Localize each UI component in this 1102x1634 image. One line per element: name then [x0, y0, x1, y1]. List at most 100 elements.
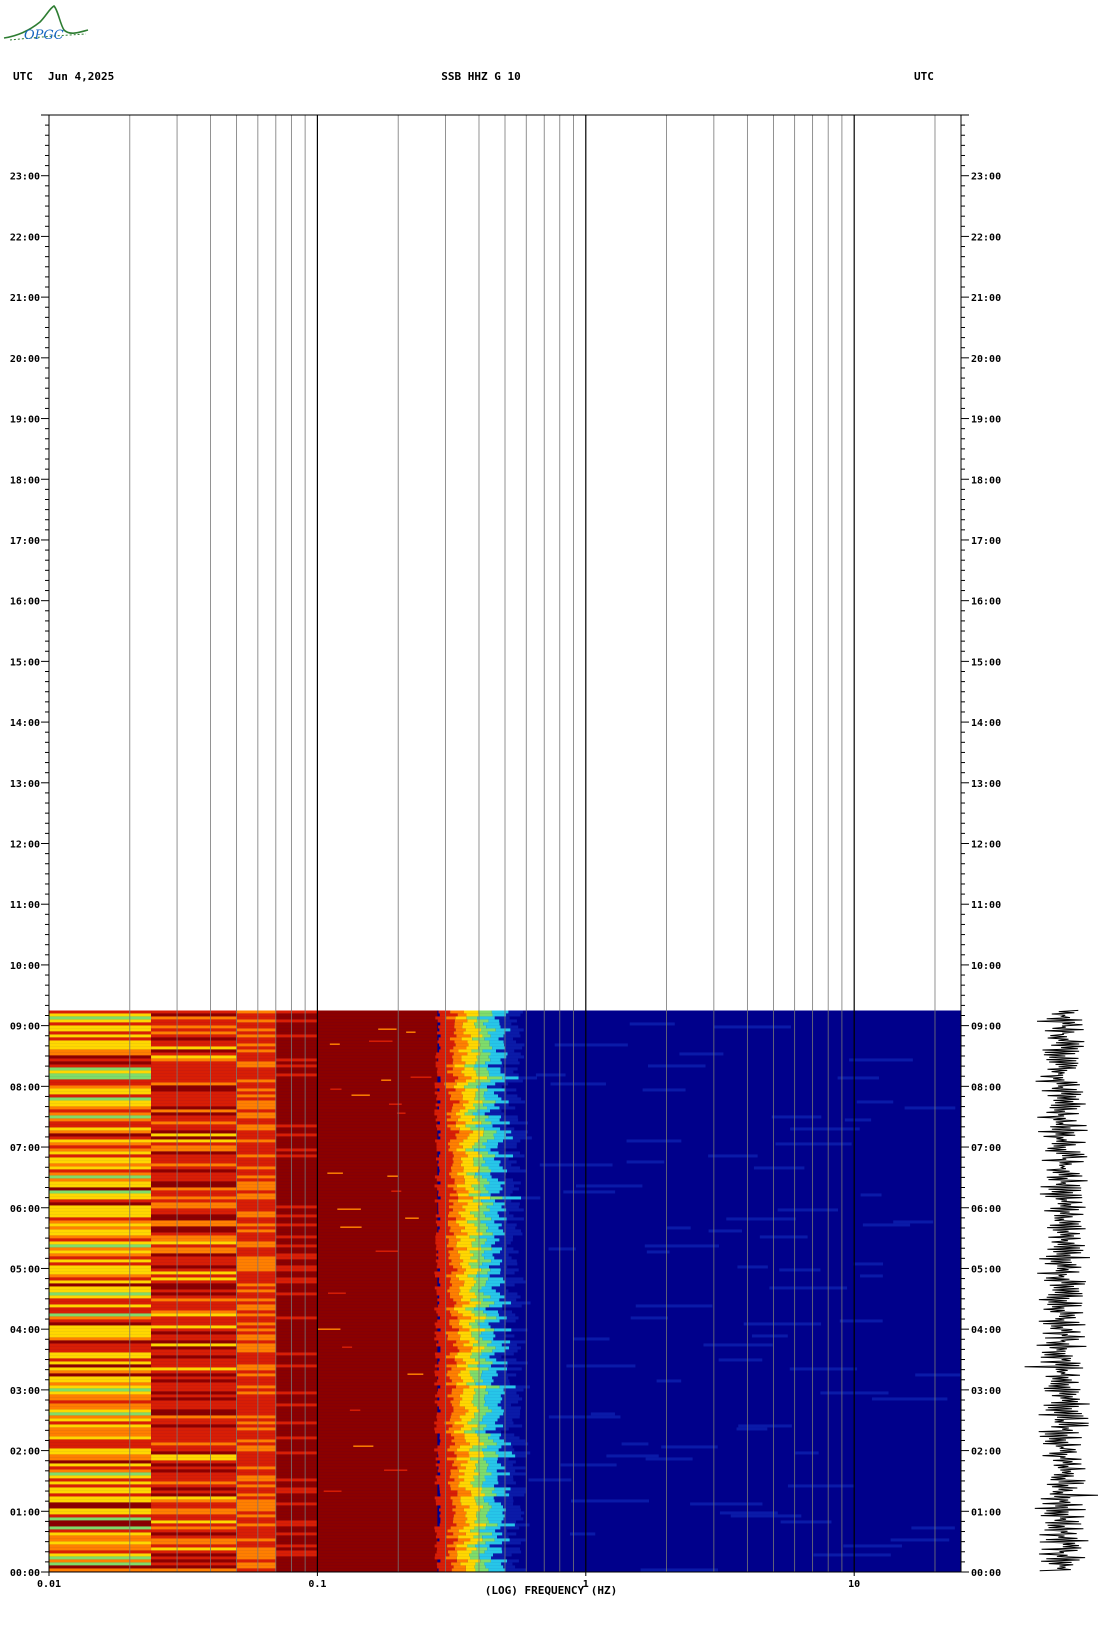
- heat-cell: [49, 1175, 152, 1179]
- heat-cell: [436, 1265, 454, 1269]
- heat-cell: [503, 1229, 522, 1233]
- heat-cell: [151, 1016, 237, 1020]
- heat-cell: [566, 1364, 636, 1368]
- heat-cell: [275, 1322, 318, 1326]
- heat-cell: [474, 1379, 484, 1383]
- heat-cell: [317, 1361, 438, 1365]
- heat-cell: [317, 1322, 438, 1326]
- heat-cell: [437, 1223, 448, 1227]
- heat-cell: [236, 1475, 276, 1479]
- heat-cell: [435, 1394, 448, 1398]
- heat-cell: [471, 1334, 480, 1338]
- heat-cell: [275, 1397, 318, 1401]
- heat-cell: [452, 1163, 461, 1167]
- heat-cell: [317, 1235, 438, 1239]
- heat-cell: [474, 1520, 489, 1524]
- heat-cell: [436, 1532, 454, 1536]
- heat-cell: [151, 1223, 237, 1227]
- heat-cell: [504, 1232, 523, 1236]
- heat-cell: [449, 1319, 460, 1323]
- heat-cell: [471, 1286, 482, 1290]
- heat-cell: [49, 1454, 152, 1458]
- heat-cell: [457, 1448, 470, 1452]
- heat-cell: [486, 1229, 504, 1233]
- heat-cell: [476, 1514, 487, 1518]
- heat-cell: [436, 1412, 452, 1416]
- heat-cell: [49, 1199, 152, 1203]
- heat-cell: [275, 1535, 318, 1539]
- heat-cell: [275, 1526, 318, 1530]
- heat-cell: [275, 1220, 318, 1224]
- heat-cell: [499, 1262, 518, 1266]
- heat-cell: [317, 1454, 438, 1458]
- heat-cell: [151, 1196, 237, 1200]
- heat-cell: [464, 1178, 478, 1182]
- heat-cell: [151, 1097, 237, 1101]
- heat-cell: [457, 1346, 473, 1350]
- heat-cell: [487, 1343, 502, 1347]
- heat-cell: [49, 1046, 152, 1050]
- heat-cell: [491, 1409, 504, 1413]
- heat-cell: [576, 1184, 643, 1188]
- heat-cell: [488, 1277, 504, 1281]
- heat-cell: [317, 1433, 438, 1437]
- heat-cell: [465, 1532, 479, 1536]
- heat-cell: [434, 1322, 450, 1326]
- heat-cell: [236, 1451, 276, 1455]
- heat-cell: [463, 1175, 475, 1179]
- heat-cell: [460, 1238, 476, 1242]
- heat-cell: [730, 1514, 802, 1518]
- heat-cell: [49, 1217, 152, 1221]
- heat-cell: [498, 1313, 516, 1317]
- heat-cell: [457, 1310, 472, 1314]
- heat-cell: [474, 1097, 485, 1101]
- heat-cell: [49, 1028, 152, 1032]
- heat-cell: [49, 1349, 152, 1353]
- heat-cell: [49, 1484, 152, 1488]
- heat-cell: [434, 1382, 447, 1386]
- heat-cell: [485, 1565, 504, 1569]
- heat-cell: [777, 1208, 839, 1212]
- heat-cell: [275, 1550, 318, 1554]
- heat-cell: [275, 1556, 318, 1560]
- heat-cell: [437, 1451, 455, 1455]
- heat-cell: [236, 1490, 276, 1494]
- heat-cell: [501, 1061, 520, 1065]
- heat-cell: [451, 1259, 464, 1263]
- heat-cell: [440, 1349, 460, 1353]
- heat-cell: [464, 1280, 477, 1284]
- heat-cell: [456, 1082, 469, 1086]
- heat-cell: [461, 1055, 477, 1059]
- heat-cell: [151, 1127, 237, 1131]
- heat-cell: [456, 1190, 469, 1194]
- heat-cell: [275, 1523, 318, 1527]
- heat-cell: [151, 1508, 237, 1512]
- heat-cell: [317, 1460, 438, 1464]
- heat-cell: [275, 1136, 318, 1140]
- heat-cell: [488, 1226, 499, 1230]
- heat-cell: [475, 1568, 489, 1572]
- heat-cell: [151, 1433, 237, 1437]
- heat-cell: [434, 1370, 448, 1374]
- heat-cell: [49, 1022, 152, 1026]
- heat-cell: [236, 1568, 276, 1572]
- heat-cell: [49, 1235, 152, 1239]
- heat-cell: [49, 1493, 152, 1497]
- heat-cell: [317, 1391, 438, 1395]
- heat-cell: [317, 1430, 438, 1434]
- heat-cell: [502, 1541, 521, 1545]
- heat-cell: [275, 1058, 318, 1062]
- heat-cell: [488, 1190, 500, 1194]
- heat-cell: [275, 1211, 318, 1215]
- heat-cell: [492, 1232, 505, 1236]
- heat-cell: [317, 1451, 438, 1455]
- heat-cell: [473, 1160, 486, 1164]
- heat-cell: [436, 1292, 450, 1296]
- heat-cell: [151, 1448, 237, 1452]
- heat-cell: [434, 1337, 448, 1341]
- heat-cell: [440, 1100, 460, 1104]
- heat-cell: [236, 1454, 276, 1458]
- heat-cell: [236, 1052, 276, 1056]
- heat-cell: [151, 1469, 237, 1473]
